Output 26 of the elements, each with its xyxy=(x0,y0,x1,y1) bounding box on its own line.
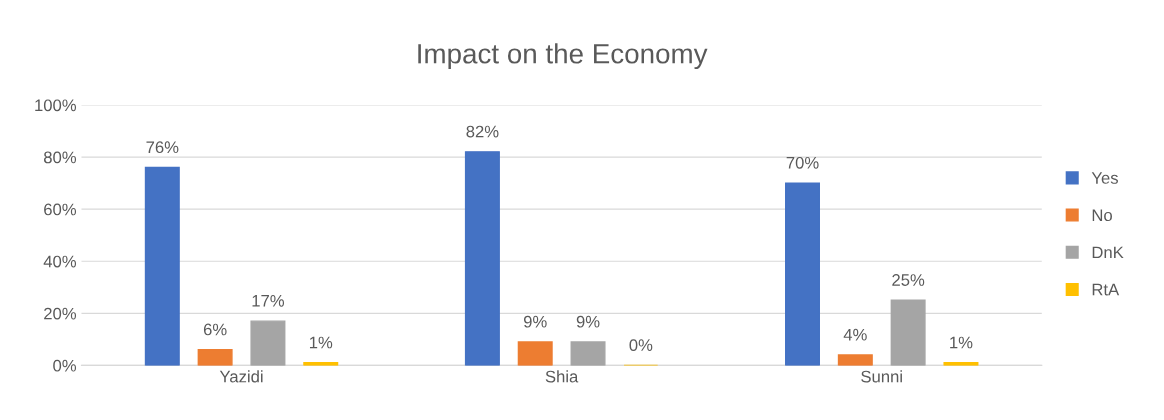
data-label: 0% xyxy=(629,339,653,351)
data-label: 70% xyxy=(786,156,819,169)
x-tick-label: Sunni xyxy=(861,370,902,383)
legend-label: Yes xyxy=(1091,172,1118,184)
data-label: 1% xyxy=(950,336,973,349)
legend-label: RtA xyxy=(1092,283,1120,296)
data-label: 6% xyxy=(203,323,227,336)
data-label: 9% xyxy=(523,315,547,328)
y-tick-label: 100% xyxy=(35,99,77,112)
data-label: 25% xyxy=(892,274,925,286)
legend-label: DnK xyxy=(1092,246,1124,259)
data-label: 1% xyxy=(309,336,333,349)
data-label: 82% xyxy=(466,125,499,138)
legend-label: No xyxy=(1092,209,1112,222)
y-tick-label: 60% xyxy=(44,203,77,216)
data-label: 76% xyxy=(146,141,179,154)
x-tick-label: Shia xyxy=(545,370,579,383)
y-tick-label: 0% xyxy=(53,359,77,372)
data-label: 4% xyxy=(843,328,867,341)
x-tick-label: Yazidi xyxy=(219,370,263,383)
y-tick-label: 40% xyxy=(43,255,77,268)
y-tick-label: 80% xyxy=(43,151,77,164)
chart-title: Impact on the Economy xyxy=(418,43,708,70)
data-label: 9% xyxy=(576,315,600,328)
data-label: 17% xyxy=(252,295,285,307)
y-tick-label: 20% xyxy=(44,307,77,320)
